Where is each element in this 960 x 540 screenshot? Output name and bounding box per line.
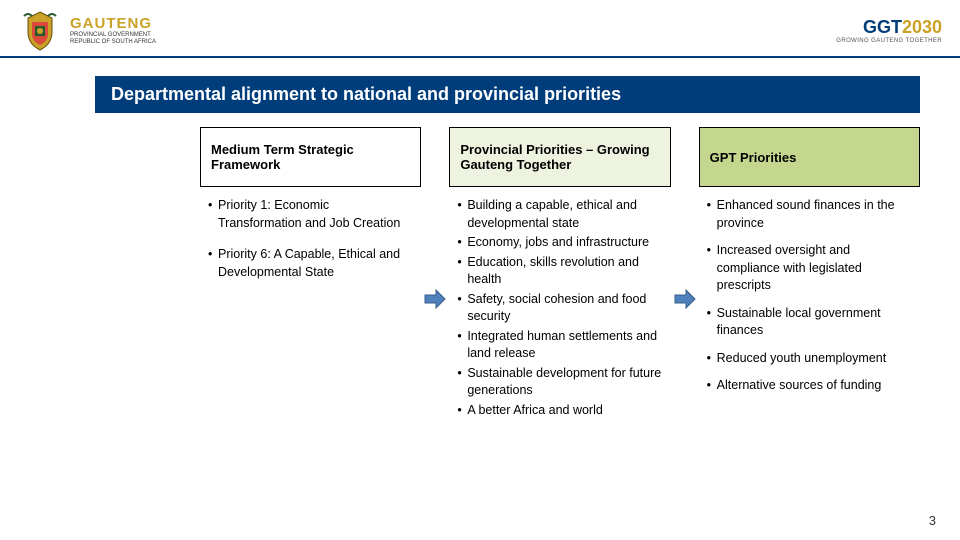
- page-header: GAUTENG PROVINCIAL GOVERNMENT REPUBLIC O…: [0, 0, 960, 58]
- slide-title: Departmental alignment to national and p…: [95, 76, 920, 113]
- crest-icon: [18, 8, 62, 52]
- column-header-mtsf: Medium Term Strategic Framework: [200, 127, 421, 187]
- list-item: •Enhanced sound finances in the province: [707, 197, 912, 232]
- list-item: •Alternative sources of funding: [707, 377, 912, 395]
- list-item: •Integrated human settlements and land r…: [457, 328, 662, 363]
- ggt-sub: GROWING GAUTENG TOGETHER: [836, 38, 942, 44]
- gauteng-logo: GAUTENG PROVINCIAL GOVERNMENT REPUBLIC O…: [18, 8, 156, 52]
- list-item: •Reduced youth unemployment: [707, 350, 912, 368]
- page-number: 3: [929, 513, 936, 528]
- column-header-provincial: Provincial Priorities – Growing Gauteng …: [449, 127, 670, 187]
- list-item: •A better Africa and world: [457, 402, 662, 420]
- gauteng-sub1: PROVINCIAL GOVERNMENT: [70, 32, 156, 39]
- arrow-icon: [424, 289, 446, 309]
- ggt-logo: GGT2030 GROWING GAUTENG TOGETHER: [836, 17, 942, 44]
- list-item: •Priority 6: A Capable, Ethical and Deve…: [208, 246, 413, 281]
- list-item: •Education, skills revolution and health: [457, 254, 662, 289]
- column-header-gpt: GPT Priorities: [699, 127, 920, 187]
- ggt-year: 2030: [902, 17, 942, 37]
- column-mtsf: Medium Term Strategic Framework •Priorit…: [200, 127, 421, 421]
- list-item: •Priority 1: Economic Transformation and…: [208, 197, 413, 232]
- list-item: •Sustainable local government finances: [707, 305, 912, 340]
- list-item: •Safety, social cohesion and food securi…: [457, 291, 662, 326]
- list-item: •Increased oversight and compliance with…: [707, 242, 912, 295]
- list-item: •Building a capable, ethical and develop…: [457, 197, 662, 232]
- column-provincial: Provincial Priorities – Growing Gauteng …: [449, 127, 670, 421]
- list-item: •Sustainable development for future gene…: [457, 365, 662, 400]
- list-item: •Economy, jobs and infrastructure: [457, 234, 662, 252]
- arrow-icon: [674, 289, 696, 309]
- gauteng-title: GAUTENG: [70, 15, 156, 32]
- column-gpt: GPT Priorities •Enhanced sound finances …: [699, 127, 920, 421]
- ggt-prefix: GGT: [863, 17, 902, 37]
- priority-columns: Medium Term Strategic Framework •Priorit…: [200, 127, 920, 421]
- gauteng-sub2: REPUBLIC OF SOUTH AFRICA: [70, 39, 156, 46]
